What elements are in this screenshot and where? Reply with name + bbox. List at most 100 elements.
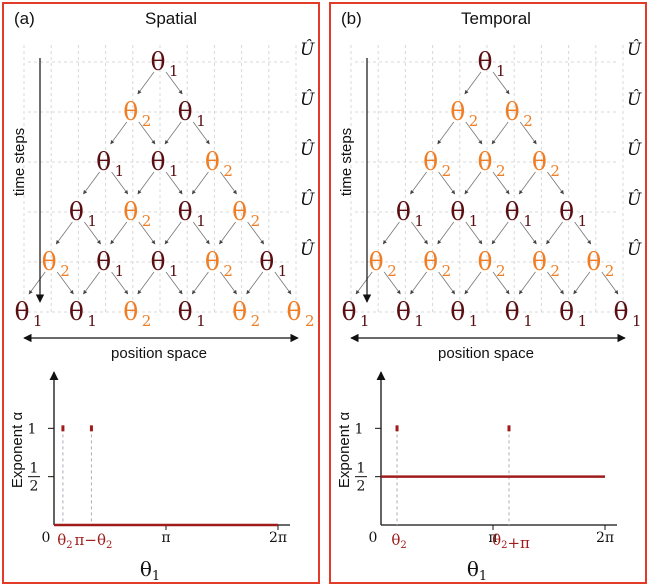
theta-node: θ	[150, 147, 165, 176]
data-point	[61, 425, 65, 432]
operator-u-label: Û	[627, 139, 642, 160]
transition-arrow	[191, 271, 209, 295]
theta-node: θ	[613, 297, 628, 326]
theta-subscript: 1	[115, 162, 125, 180]
transition-arrow	[518, 171, 536, 195]
theta-subscript: 2	[442, 262, 452, 280]
operator-u-label: Û	[300, 239, 315, 260]
theta-node: θ	[96, 147, 111, 176]
theta-subscript: 1	[523, 212, 533, 230]
theta-node: θ	[423, 147, 438, 176]
theta-node: θ	[450, 97, 465, 126]
transition-arrow	[246, 271, 264, 295]
theta-node: θ	[586, 247, 601, 276]
theta-node: θ	[123, 197, 138, 226]
x-tick-label: π	[488, 530, 497, 546]
transition-arrow	[492, 71, 510, 95]
transition-arrow	[192, 221, 210, 245]
x-axis-label: θ1	[140, 557, 160, 584]
panel-graphics: θ 1θ 2 θ 1θ 1 θ 1 θ 2θ 1 θ 2 θ 1 θ 2θ 2 θ 1 θ 1 θ 2 θ 1θ 1 θ 1 θ 2 θ 1 θ 2…	[9, 39, 315, 584]
theta-subscript: 1	[414, 212, 424, 230]
transition-arrow	[437, 221, 455, 245]
transition-arrow	[465, 221, 483, 245]
operator-u-label: Û	[627, 89, 642, 110]
x-marker-label: π−θ2	[75, 531, 113, 551]
transition-arrow	[574, 221, 592, 245]
transition-arrow	[410, 271, 427, 295]
transition-arrow	[84, 221, 101, 245]
theta-subscript: 2	[223, 162, 233, 180]
y-tick-label-numerator: 1	[357, 461, 366, 477]
transition-arrow	[220, 271, 237, 295]
transition-arrow	[165, 171, 183, 195]
data-point	[89, 425, 93, 432]
transition-arrow	[56, 271, 74, 295]
x-marker-label: θ2	[57, 531, 72, 551]
theta-node: θ	[123, 97, 138, 126]
theta-subscript: 1	[196, 212, 206, 230]
theta-subscript: 2	[605, 262, 615, 280]
theta-node: θ	[232, 297, 247, 326]
x-tick-label: 0	[42, 530, 51, 546]
theta-node: θ	[423, 247, 438, 276]
theta-node: θ	[450, 297, 465, 326]
theta-subscript: 1	[578, 212, 588, 230]
theta-subscript: 1	[360, 312, 370, 330]
transition-arrow	[55, 221, 73, 245]
transition-arrow	[464, 271, 482, 295]
transition-arrow	[164, 121, 182, 145]
theta-node: θ	[396, 297, 411, 326]
transition-arrow	[547, 271, 564, 295]
transition-arrow	[492, 271, 510, 295]
transition-arrow	[274, 271, 292, 295]
y-tick-label: 1	[28, 421, 37, 437]
theta-node: θ	[505, 97, 520, 126]
theta-subscript: 1	[496, 62, 506, 80]
transition-arrow	[138, 121, 156, 145]
panel-tag: (a)	[14, 9, 35, 28]
theta-subscript: 2	[387, 262, 397, 280]
x-tick-label: 2π	[596, 530, 614, 546]
theta-node: θ	[559, 297, 574, 326]
transition-arrow	[438, 171, 456, 195]
theta-subscript: 1	[578, 312, 588, 330]
theta-subscript: 1	[278, 262, 288, 280]
operator-u-label: Û	[300, 89, 315, 110]
theta-subscript: 1	[87, 212, 97, 230]
theta-subscript: 2	[550, 262, 560, 280]
theta-subscript: 1	[169, 262, 179, 280]
theta-node: θ	[69, 197, 84, 226]
transition-arrow	[28, 271, 46, 295]
transition-arrow	[137, 271, 155, 295]
theta-node: θ	[232, 197, 247, 226]
x-marker-label: θ2+π	[492, 531, 530, 552]
transition-arrow	[137, 71, 155, 95]
transition-arrow	[492, 171, 510, 195]
transition-arrow	[519, 221, 537, 245]
transition-arrow	[519, 121, 537, 145]
theta-subscript: 2	[251, 212, 261, 230]
panel-tag: (b)	[341, 9, 362, 28]
transition-arrow	[138, 221, 156, 245]
transition-arrow	[491, 221, 509, 245]
background-grid	[23, 45, 297, 315]
lattice-arrows	[355, 71, 619, 295]
theta-subscript: 2	[496, 162, 506, 180]
x-tick-label: π	[161, 530, 170, 546]
transition-arrow	[165, 271, 183, 295]
transition-arrow	[464, 171, 482, 195]
theta-subscript: 2	[251, 312, 261, 330]
theta-subscript: 1	[469, 312, 479, 330]
theta-subscript: 2	[442, 162, 452, 180]
position-space-label: position space	[438, 345, 534, 362]
y-tick-label: 1	[355, 421, 364, 437]
panel-graphics: θ 1θ 2 θ 2θ 2 θ 2 θ 2θ 1 θ 1 θ 1 θ 1θ 2 θ 2 θ 2 θ 2 θ 2θ 1 θ 1 θ 1 θ 1 θ 1…	[336, 39, 642, 584]
panel-temporal: (b) Temporal	[329, 2, 647, 584]
transition-arrow	[547, 171, 564, 195]
y-tick-label-denominator: 2	[30, 479, 39, 495]
transition-arrow	[165, 71, 183, 95]
transition-arrow	[219, 221, 236, 245]
data-point	[395, 425, 399, 432]
y-tick-label-denominator: 2	[357, 479, 366, 495]
theta-node: θ	[341, 297, 356, 326]
